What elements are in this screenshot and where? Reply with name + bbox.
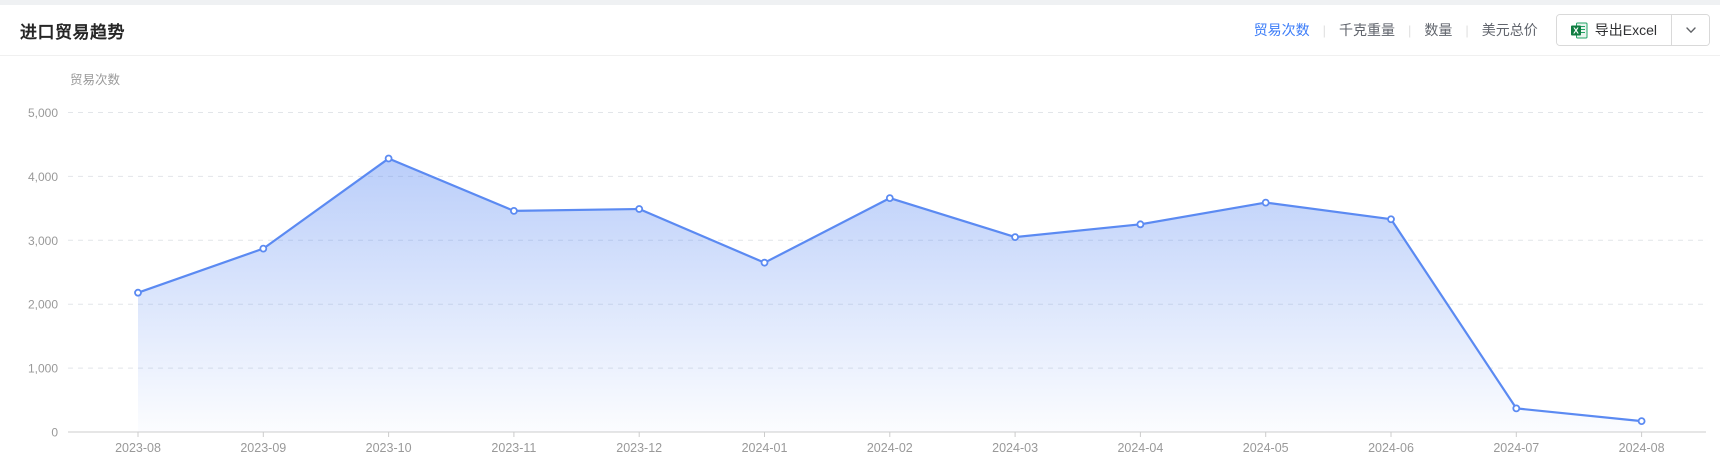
y-axis-name: 贸易次数 [70,72,121,87]
data-point-marker [1512,404,1521,413]
header-controls: 贸易次数 | 千克重量 | 数量 | 美元总价 X 导出Excel [1254,14,1710,46]
metric-tab-trade-count[interactable]: 贸易次数 [1253,22,1310,38]
data-point-marker [760,258,769,267]
y-tick-label: 0 [51,426,58,440]
data-point-marker [1136,220,1145,229]
metric-tab-usd-total[interactable]: 美元总价 [1481,22,1538,38]
x-tick-label: 2024-03 [992,441,1038,455]
data-point-marker [885,194,894,203]
export-excel-label: 导出Excel [1594,22,1657,38]
data-point-marker [635,205,644,213]
trend-chart-area: 贸易次数 0 1,000 2,000 3,000 4,000 5,000 2023-08 202… [0,56,1720,473]
x-tick-label: 2023-08 [115,441,161,455]
tab-separator: | [1407,22,1412,38]
page-top-strip [0,0,1720,5]
chevron-down-icon [1685,24,1697,36]
x-tick-label: 2023-10 [366,441,412,455]
data-point-marker [1011,233,1019,242]
data-point-marker [259,244,268,253]
page-title: 进口贸易趋势 [20,22,125,42]
x-tick-label: 2023-09 [240,441,286,455]
x-tick-label: 2024-05 [1243,441,1289,455]
tab-separator: | [1322,22,1326,38]
data-point-marker [510,207,518,215]
data-point-marker [134,288,142,297]
data-point-marker [1261,198,1270,207]
series-area-fill [138,158,1642,432]
data-point-marker [1387,215,1395,224]
y-tick-label: 2,000 [28,298,58,312]
x-tick-label: 2024-02 [867,441,913,455]
data-point-marker [384,154,393,163]
y-tick-label: 3,000 [28,234,58,248]
x-tick-label: 2023-11 [491,441,536,455]
x-tick-label: 2024-04 [1117,441,1163,455]
x-tick-label: 2024-06 [1368,441,1414,455]
metric-tab-bar: 贸易次数 | 千克重量 | 数量 | 美元总价 [1254,18,1538,42]
y-tick-label: 5,000 [28,106,58,120]
panel-header: 进口贸易趋势 贸易次数 | 千克重量 | 数量 | 美元总价 X 导出Excel [0,5,1720,56]
data-point-marker [1637,417,1646,426]
y-tick-label: 4,000 [28,170,58,184]
metric-tab-kg-weight[interactable]: 千克重量 [1338,22,1395,38]
y-tick-label: 1,000 [28,362,58,376]
x-tick-label: 2024-01 [742,441,788,455]
export-excel-button[interactable]: X 导出Excel [1556,15,1671,45]
svg-text:X: X [1573,25,1579,35]
tab-separator: | [1465,22,1469,38]
x-tick-label: 2024-08 [1619,441,1665,455]
trend-chart: 贸易次数 0 1,000 2,000 3,000 4,000 5,000 2023-08 202… [28,72,1706,455]
x-tick-label: 2023-12 [616,441,662,455]
excel-icon: X [1570,22,1588,39]
export-excel-split-button: X 导出Excel [1555,14,1710,46]
x-tick-label: 2024-07 [1493,441,1539,455]
export-dropdown-button[interactable] [1671,15,1709,45]
metric-tab-quantity[interactable]: 数量 [1424,22,1453,38]
